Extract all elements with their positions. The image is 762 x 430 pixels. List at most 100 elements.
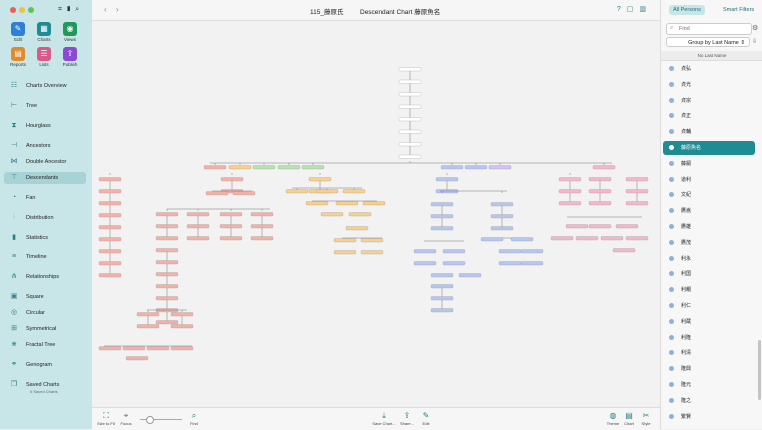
person-node[interactable] [333, 238, 357, 243]
person-node[interactable] [435, 177, 459, 182]
person-row[interactable]: 鷹雄 [663, 220, 755, 234]
person-node[interactable] [219, 236, 243, 241]
person-node[interactable] [250, 212, 274, 217]
person-node[interactable] [592, 165, 616, 170]
search-icon[interactable]: ⌕ [75, 6, 84, 13]
person-node[interactable] [155, 320, 179, 325]
person-node[interactable] [442, 249, 466, 254]
nav-item-descendants[interactable]: ⊤ Descendants [4, 172, 86, 184]
person-row[interactable]: 藤嗣 [663, 157, 755, 171]
person-node[interactable] [430, 273, 454, 278]
tool-reports-button[interactable]: ▤ Reports [6, 47, 30, 67]
nav-item-saved-charts[interactable]: ❐ Saved Charts [4, 379, 86, 391]
person-node[interactable] [490, 202, 514, 207]
nav-item-double-ancestor[interactable]: ⋈ Double Ancestor [4, 156, 86, 168]
person-node[interactable] [98, 237, 122, 242]
person-node[interactable] [186, 212, 210, 217]
person-node[interactable] [362, 201, 386, 206]
zoom-slider-knob[interactable] [146, 416, 154, 424]
person-node[interactable] [510, 237, 534, 242]
person-node[interactable] [342, 189, 366, 194]
person-node[interactable] [625, 201, 649, 206]
nav-item-relationships[interactable]: ⋔ Relationships [4, 271, 86, 283]
person-node[interactable] [203, 165, 227, 170]
person-row[interactable]: 利永 [663, 252, 755, 266]
person-node[interactable] [430, 202, 454, 207]
save-chart-button[interactable]: ⤓ Save Chart... [372, 411, 396, 426]
person-node[interactable] [625, 177, 649, 182]
person-node[interactable] [333, 250, 357, 255]
nav-item-ancestors[interactable]: ⊣ Ancestors [4, 140, 86, 152]
person-node[interactable] [398, 67, 422, 72]
person-node[interactable] [155, 272, 179, 277]
chart-canvas[interactable] [92, 21, 660, 407]
help-icon[interactable]: ? [616, 6, 627, 13]
zoom-button[interactable] [28, 7, 34, 13]
person-node[interactable] [464, 165, 488, 170]
nav-item-hourglass[interactable]: ⧗ Hourglass [4, 120, 86, 132]
person-node[interactable] [315, 189, 339, 194]
person-node[interactable] [186, 236, 210, 241]
person-node[interactable] [430, 296, 454, 301]
size-to-fit-button[interactable]: ⛶ Size to Fit [94, 411, 118, 426]
person-row[interactable]: 文紀 [663, 188, 755, 202]
scrollbar[interactable] [758, 340, 761, 400]
find-button[interactable]: ⌕ Find [182, 411, 206, 426]
person-node[interactable] [398, 142, 422, 147]
person-node[interactable] [430, 284, 454, 289]
person-node[interactable] [558, 189, 582, 194]
person-row[interactable]: 藤原魚名 [663, 141, 755, 155]
nav-item-fractal-tree[interactable]: ⋇ Fractal Tree [4, 339, 86, 351]
person-node[interactable] [155, 236, 179, 241]
person-node[interactable] [98, 225, 122, 230]
person-node[interactable] [398, 117, 422, 122]
person-node[interactable] [398, 79, 422, 84]
person-node[interactable] [565, 224, 589, 229]
person-row[interactable]: 貞正 [663, 109, 755, 123]
person-node[interactable] [98, 177, 122, 182]
person-node[interactable] [398, 129, 422, 134]
person-node[interactable] [430, 226, 454, 231]
person-node[interactable] [219, 224, 243, 229]
nav-item-symmetrical[interactable]: ⊞ Symmetrical [4, 323, 86, 335]
person-node[interactable] [480, 237, 504, 242]
nav-item-statistics[interactable]: ▮ Statistics [4, 232, 86, 244]
person-row[interactable]: 隆之 [663, 394, 755, 408]
person-node[interactable] [520, 249, 544, 254]
chart-button[interactable]: ▤ Chart [617, 411, 641, 426]
person-node[interactable] [228, 165, 252, 170]
window-icon[interactable]: ▢ [626, 6, 640, 13]
person-node[interactable] [498, 261, 522, 266]
person-node[interactable] [98, 213, 122, 218]
person-node[interactable] [588, 201, 612, 206]
person-row[interactable]: 隆興 [663, 362, 755, 376]
person-node[interactable] [558, 177, 582, 182]
nav-item-charts-overview[interactable]: ☷ Charts Overview [4, 80, 86, 92]
person-row[interactable]: 利隆 [663, 331, 755, 345]
person-node[interactable] [442, 261, 466, 266]
person-node[interactable] [345, 226, 369, 231]
close-button[interactable] [10, 7, 16, 13]
person-node[interactable] [625, 189, 649, 194]
back-icon[interactable]: ‹ [104, 5, 107, 14]
person-node[interactable] [155, 212, 179, 217]
person-row[interactable]: 利清 [663, 346, 755, 360]
group-by-select[interactable]: Group by Last Name ⇕ [666, 37, 750, 47]
edit-button[interactable]: ✎ Edit [414, 411, 438, 426]
tool-charts-button[interactable]: ▦ Charts [32, 22, 56, 42]
person-node[interactable] [625, 236, 649, 241]
person-node[interactable] [588, 224, 612, 229]
person-node[interactable] [305, 201, 329, 206]
person-node[interactable] [490, 226, 514, 231]
person-node[interactable] [348, 212, 372, 217]
person-node[interactable] [550, 236, 574, 241]
person-node[interactable] [612, 248, 636, 253]
person-node[interactable] [498, 249, 522, 254]
person-node[interactable] [277, 165, 301, 170]
smart-filters-tab[interactable]: Smart Filters [723, 7, 755, 13]
person-node[interactable] [458, 273, 482, 278]
nav-item-fan[interactable]: ◔ Fan [4, 192, 86, 204]
nav-item-circular[interactable]: ◎ Circular [4, 307, 86, 319]
person-node[interactable] [155, 296, 179, 301]
tool-publish-button[interactable]: ⇪ Publish [58, 47, 82, 67]
